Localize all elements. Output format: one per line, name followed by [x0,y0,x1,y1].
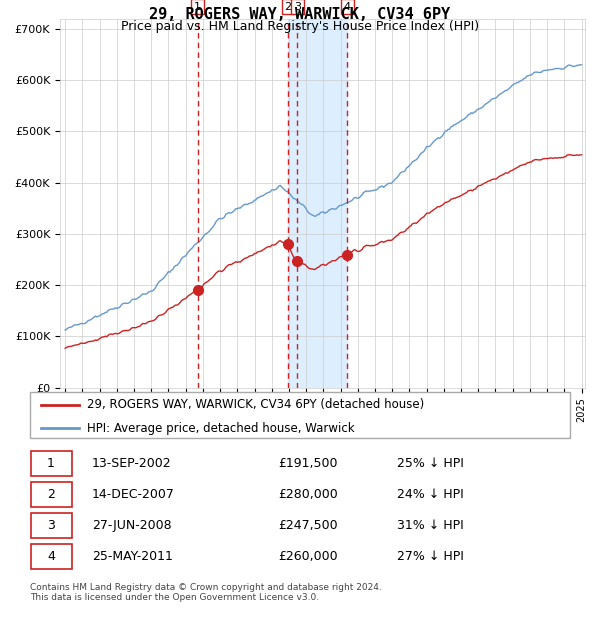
Text: 27-JUN-2008: 27-JUN-2008 [92,519,172,532]
Bar [288,19,347,388]
FancyBboxPatch shape [31,544,71,569]
Text: 31% ↓ HPI: 31% ↓ HPI [397,519,464,532]
Text: £191,500: £191,500 [278,457,338,470]
FancyBboxPatch shape [31,513,71,538]
FancyBboxPatch shape [31,482,71,507]
Text: £247,500: £247,500 [278,519,338,532]
Text: 24% ↓ HPI: 24% ↓ HPI [397,488,464,501]
Text: 27% ↓ HPI: 27% ↓ HPI [397,550,464,563]
Text: 29, ROGERS WAY, WARWICK, CV34 6PY: 29, ROGERS WAY, WARWICK, CV34 6PY [149,7,451,22]
Text: HPI: Average price, detached house, Warwick: HPI: Average price, detached house, Warw… [86,422,355,435]
Text: £280,000: £280,000 [278,488,338,501]
Text: Price paid vs. HM Land Registry's House Price Index (HPI): Price paid vs. HM Land Registry's House … [121,20,479,33]
Text: 14-DEC-2007: 14-DEC-2007 [92,488,175,501]
Text: 4: 4 [47,550,55,563]
Text: 25% ↓ HPI: 25% ↓ HPI [397,457,464,470]
Text: 25-MAY-2011: 25-MAY-2011 [92,550,173,563]
Text: 1: 1 [47,457,55,470]
Text: 13-SEP-2002: 13-SEP-2002 [92,457,172,470]
Text: 2: 2 [47,488,55,501]
Text: £260,000: £260,000 [278,550,338,563]
FancyBboxPatch shape [31,451,71,476]
FancyBboxPatch shape [30,392,570,438]
Text: 29, ROGERS WAY, WARWICK, CV34 6PY (detached house): 29, ROGERS WAY, WARWICK, CV34 6PY (detac… [86,399,424,411]
Text: 1: 1 [194,2,201,12]
Text: Contains HM Land Registry data © Crown copyright and database right 2024.
This d: Contains HM Land Registry data © Crown c… [30,583,382,602]
Text: 4: 4 [344,2,351,12]
Text: 2: 2 [284,2,292,12]
Text: 3: 3 [294,2,301,12]
Text: 3: 3 [47,519,55,532]
